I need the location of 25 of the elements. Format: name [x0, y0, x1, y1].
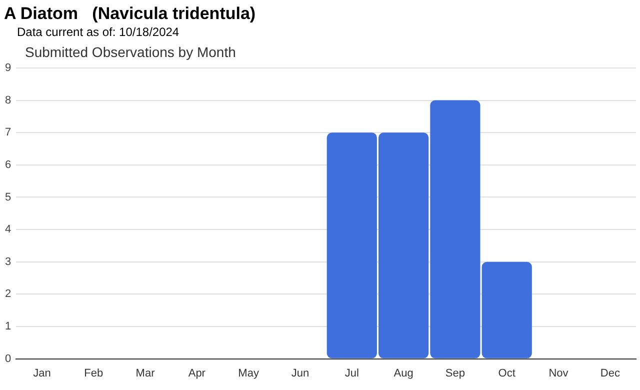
- x-tick-label: Aug: [394, 367, 414, 380]
- text: Submitted Observations by Month: [25, 44, 236, 60]
- chart-title: A Diatom (Navicula tridentula): [4, 4, 256, 24]
- x-tick-label: Mar: [136, 367, 156, 380]
- y-tick-label: 0: [4, 352, 12, 365]
- y-tick-label: 3: [4, 256, 12, 268]
- y-tick-label: 1: [4, 320, 12, 333]
- x-tick-label: Sep: [445, 367, 465, 380]
- y-tick-label: 6: [4, 158, 12, 171]
- x-tick-label: Jun: [291, 367, 310, 380]
- x-tick-label: Oct: [498, 367, 516, 380]
- y-tick-label: 4: [4, 224, 12, 236]
- x-tick-label: Jan: [33, 367, 51, 380]
- x-tick-label: Apr: [188, 367, 206, 380]
- x-tick-label: Feb: [84, 367, 104, 380]
- y-tick-label: 7: [4, 126, 12, 139]
- y-tick-label: 5: [4, 191, 12, 204]
- chart-subtitle: Data current as of: 10/18/2024: [17, 25, 180, 39]
- x-tick-label: Jul: [344, 367, 359, 380]
- x-tick-label: May: [238, 367, 260, 380]
- x-tick-label: Nov: [548, 367, 569, 380]
- y-tick-label: 8: [4, 94, 12, 106]
- y-tick-label: 2: [4, 288, 12, 300]
- y-tick-label: 9: [4, 62, 12, 74]
- x-tick-label: Dec: [600, 367, 620, 380]
